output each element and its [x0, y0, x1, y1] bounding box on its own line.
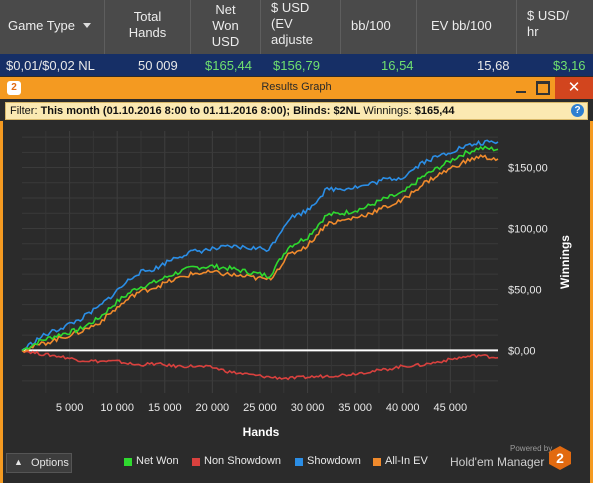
x-axis-label: Hands [243, 425, 280, 439]
series-line [21, 145, 499, 352]
legend-label: Non Showdown [204, 455, 282, 467]
x-tick-label: 30 000 [291, 402, 325, 414]
legend-swatch [124, 458, 132, 466]
stats-table-header: Game Type Total Hands Net Won USD $ USD … [0, 0, 593, 54]
column-header-bb100[interactable]: bb/100 [340, 0, 416, 54]
x-tick-label: 35 000 [338, 402, 372, 414]
column-label: bb/100 [351, 18, 391, 33]
powered-by-label: Powered by [510, 444, 553, 453]
column-header-usd-hr[interactable]: $ USD/ hr [516, 0, 593, 54]
maximize-button[interactable] [536, 81, 550, 95]
sort-arrow-icon[interactable] [83, 23, 91, 28]
x-tick-label: 25 000 [243, 402, 277, 414]
filter-text: Filter: This month (01.10.2016 8:00 to 0… [10, 105, 455, 117]
chevron-up-icon: ▲ [14, 457, 23, 467]
y-tick-label: $100,00 [508, 223, 548, 235]
y-tick-label: $0,00 [508, 345, 536, 357]
app-logo-icon: 2 [7, 81, 21, 95]
graph-panel: $0,00 $50,00 $100,00 $150,00 5 000 10 000 15 0… [0, 121, 593, 483]
results-chart: $0,00 $50,00 $100,00 $150,00 5 000 10 000 15 0… [21, 131, 572, 439]
cell-net-won: $165,44 [205, 58, 252, 73]
legend-label: All-In EV [385, 455, 428, 467]
window-title-bar[interactable]: 2 Results Graph ✕ [0, 77, 593, 99]
column-label: EV bb/100 [431, 18, 492, 33]
cell-game-type: $0,01/$0,02 NL [6, 58, 95, 73]
column-label: Net Won USD [211, 2, 240, 49]
y-tick-label: $150,00 [508, 163, 548, 175]
y-tick-label: $50,00 [508, 284, 542, 296]
x-tick-label: 40 000 [386, 402, 420, 414]
column-header-ev-adjusted[interactable]: $ USD (EV adjuste [260, 0, 340, 54]
filter-blinds-label: Blinds: [293, 105, 334, 117]
filter-winnings-value: $165,44 [414, 105, 455, 117]
x-tick-label: 20 000 [196, 402, 230, 414]
filter-prefix: Filter: [10, 105, 41, 117]
column-label: Total Hands [128, 9, 167, 40]
legend-label: Showdown [307, 455, 361, 467]
column-label: Game Type [8, 18, 75, 33]
minimize-button[interactable] [514, 81, 528, 95]
legend-label: Net Won [136, 455, 179, 467]
close-button[interactable]: ✕ [555, 77, 593, 99]
legend-swatch [373, 458, 381, 466]
options-button[interactable]: ▲ Options [6, 453, 72, 473]
help-icon[interactable]: ? [571, 104, 584, 117]
filter-range-label: This month [40, 105, 100, 117]
brand-badge-text: 2 [556, 450, 564, 466]
legend-swatch [192, 458, 200, 466]
column-header-net-won[interactable]: Net Won USD [190, 0, 260, 54]
x-tick-label: 5 000 [56, 402, 84, 414]
column-label: $ USD (EV adjuste [271, 0, 313, 47]
series-line [21, 349, 499, 381]
x-tick-label: 10 000 [100, 402, 134, 414]
filter-blinds-value: $2NL [333, 105, 361, 117]
column-header-game-type[interactable]: Game Type [0, 0, 104, 54]
cell-ev-adjusted: $156,79 [273, 58, 320, 73]
table-row[interactable]: $0,01/$0,02 NL 50 009 $165,44 $156,79 16… [0, 54, 593, 76]
filter-winnings-label: Winnings: [360, 105, 415, 117]
x-tick-label: 15 000 [148, 402, 182, 414]
x-tick-label: 45 000 [433, 402, 467, 414]
legend-swatch [295, 458, 303, 466]
series-line [21, 139, 499, 351]
column-label: $ USD/ hr [527, 8, 569, 39]
window-title: Results Graph [261, 81, 332, 93]
series-line [21, 154, 499, 353]
options-label: Options [31, 457, 69, 469]
cell-usd-hr: $3,16 [553, 58, 586, 73]
y-axis-label: Winnings [558, 235, 572, 289]
filter-range-value: (01.10.2016 8:00 to 01.11.2016 8:00); [99, 105, 294, 117]
cell-ev-bb100: 15,68 [477, 58, 510, 73]
column-header-ev-bb100[interactable]: EV bb/100 [416, 0, 516, 54]
brand-name: Hold'em Manager [450, 455, 545, 469]
cell-bb100: 16,54 [381, 58, 414, 73]
cell-total-hands: 50 009 [138, 58, 178, 73]
column-header-total-hands[interactable]: Total Hands [104, 0, 190, 54]
filter-bar: Filter: This month (01.10.2016 8:00 to 0… [5, 102, 588, 120]
holdem-manager-logo-icon: 2 [549, 446, 571, 470]
